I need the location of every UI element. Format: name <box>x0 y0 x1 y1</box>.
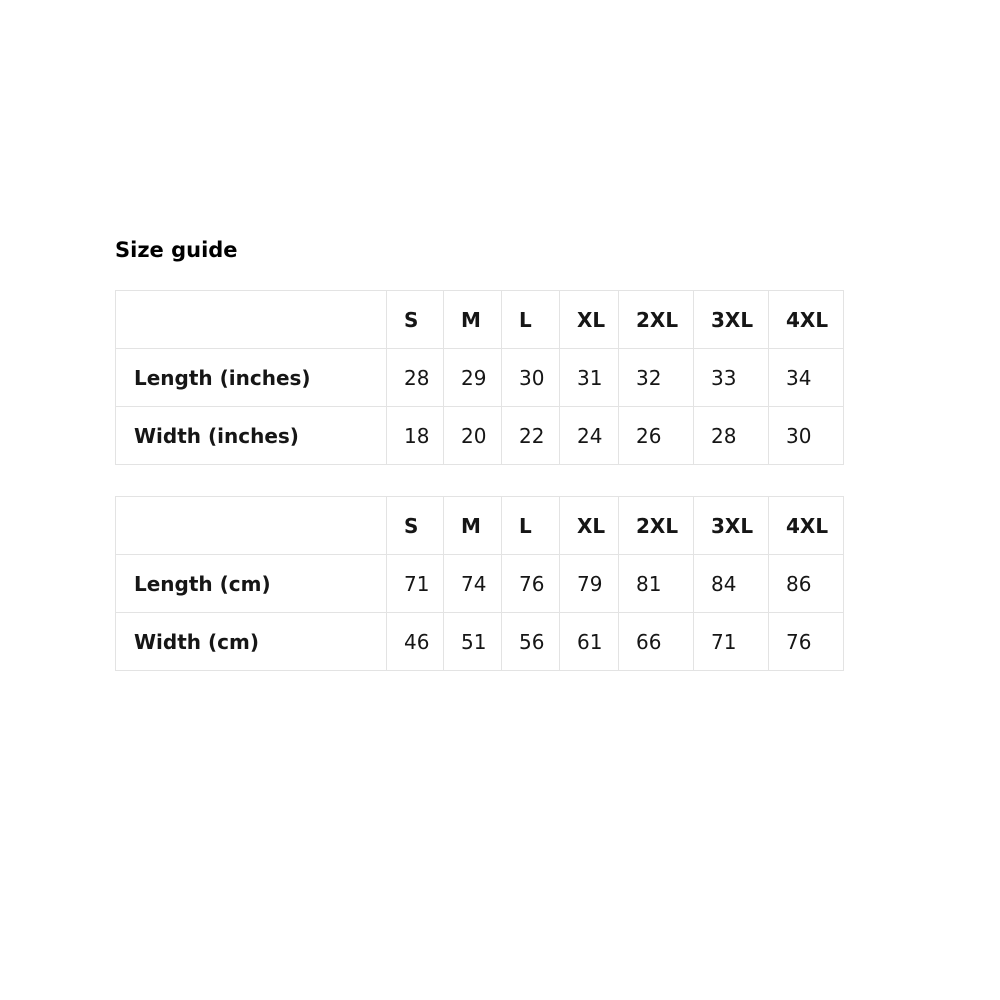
measurement-cell: 22 <box>501 406 560 466</box>
size-column-header: XL <box>559 496 619 556</box>
measurement-cell: 56 <box>501 612 560 672</box>
measurement-cell: 74 <box>443 554 502 614</box>
size-column-header: S <box>386 496 444 556</box>
corner-cell <box>115 290 387 350</box>
measurement-cell: 84 <box>693 554 769 614</box>
measurement-cell: 79 <box>559 554 619 614</box>
measurement-cell: 76 <box>501 554 560 614</box>
size-column-header: S <box>386 290 444 350</box>
measurement-cell: 81 <box>618 554 694 614</box>
measurement-cell: 28 <box>386 348 444 408</box>
size-column-header: 4XL <box>768 496 844 556</box>
size-guide-section: Size guide S M L XL 2XL 3XL 4XL <box>115 238 844 672</box>
measurement-cell: 28 <box>693 406 769 466</box>
header-row: S M L XL 2XL 3XL 4XL <box>115 496 844 556</box>
measurement-cell: 51 <box>443 612 502 672</box>
size-table-cm: S M L XL 2XL 3XL 4XL Length (cm) 71 74 7… <box>115 496 844 672</box>
measurement-cell: 30 <box>768 406 844 466</box>
row-label: Width (inches) <box>115 406 387 466</box>
measurement-cell: 31 <box>559 348 619 408</box>
measurement-cell: 32 <box>618 348 694 408</box>
size-column-header: 4XL <box>768 290 844 350</box>
size-column-header: M <box>443 496 502 556</box>
measurement-cell: 71 <box>693 612 769 672</box>
measurement-cell: 26 <box>618 406 694 466</box>
measurement-cell: 29 <box>443 348 502 408</box>
table-row: Length (cm) 71 74 76 79 81 84 86 <box>115 554 844 614</box>
measurement-cell: 76 <box>768 612 844 672</box>
size-column-header: M <box>443 290 502 350</box>
measurement-cell: 18 <box>386 406 444 466</box>
size-guide-heading: Size guide <box>115 238 238 262</box>
measurement-cell: 20 <box>443 406 502 466</box>
measurement-cell: 34 <box>768 348 844 408</box>
corner-cell <box>115 496 387 556</box>
size-column-header: 3XL <box>693 496 769 556</box>
row-label: Length (inches) <box>115 348 387 408</box>
size-column-header: L <box>501 496 560 556</box>
row-label: Width (cm) <box>115 612 387 672</box>
size-column-header: XL <box>559 290 619 350</box>
row-label: Length (cm) <box>115 554 387 614</box>
size-column-header: 2XL <box>618 290 694 350</box>
size-table-inches: S M L XL 2XL 3XL 4XL Length (inches) 28 … <box>115 290 844 466</box>
header-row: S M L XL 2XL 3XL 4XL <box>115 290 844 350</box>
measurement-cell: 46 <box>386 612 444 672</box>
measurement-cell: 61 <box>559 612 619 672</box>
size-column-header: 3XL <box>693 290 769 350</box>
table-row: Width (cm) 46 51 56 61 66 71 76 <box>115 612 844 672</box>
measurement-cell: 33 <box>693 348 769 408</box>
size-column-header: L <box>501 290 560 350</box>
table-row: Length (inches) 28 29 30 31 32 33 34 <box>115 348 844 408</box>
measurement-cell: 30 <box>501 348 560 408</box>
measurement-cell: 86 <box>768 554 844 614</box>
measurement-cell: 24 <box>559 406 619 466</box>
measurement-cell: 71 <box>386 554 444 614</box>
size-column-header: 2XL <box>618 496 694 556</box>
table-row: Width (inches) 18 20 22 24 26 28 30 <box>115 406 844 466</box>
measurement-cell: 66 <box>618 612 694 672</box>
